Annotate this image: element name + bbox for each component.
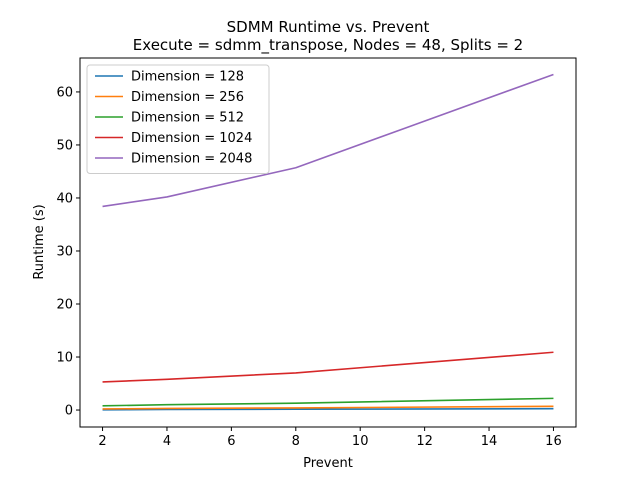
legend-label: Dimension = 1024 — [131, 131, 252, 146]
y-axis: 0 10 20 30 40 50 60 — [56, 85, 80, 419]
x-tick-label: 8 — [292, 434, 300, 449]
chart-subtitle: Execute = sdmm_transpose, Nodes = 48, Sp… — [133, 36, 523, 55]
series-layer — [102, 73, 554, 411]
y-tick-label: 10 — [56, 351, 73, 366]
series-line-3 — [102, 397, 554, 407]
plot-frame — [79, 57, 577, 428]
x-tick-label: 6 — [227, 434, 235, 449]
x-tick-label: 4 — [163, 434, 171, 449]
x-tick-label: 12 — [416, 434, 433, 449]
legend-box — [86, 64, 270, 174]
legend-label: Dimension = 512 — [131, 111, 244, 126]
y-tick-label: 40 — [56, 191, 73, 206]
series-line-4 — [102, 351, 554, 383]
y-tick-label: 60 — [56, 85, 73, 100]
series-line-5 — [102, 73, 554, 208]
y-axis-label: Runtime (s) — [32, 204, 47, 279]
x-tick-label: 14 — [481, 434, 498, 449]
y-tick-label: 20 — [56, 298, 73, 313]
x-tick-label: 16 — [545, 434, 562, 449]
series-line-2 — [102, 405, 554, 410]
legend-label: Dimension = 2048 — [131, 152, 252, 167]
legend: Dimension = 128 Dimension = 256 Dimension … — [86, 64, 270, 174]
chart-title: SDMM Runtime vs. Prevent — [227, 18, 430, 36]
legend-label: Dimension = 128 — [131, 70, 244, 85]
x-tick-label: 2 — [98, 434, 106, 449]
y-tick-label: 0 — [65, 404, 73, 419]
x-axis: 2 4 6 8 10 12 14 16 — [98, 427, 562, 449]
y-tick-label: 30 — [56, 244, 73, 259]
legend-label: Dimension = 256 — [131, 90, 244, 105]
x-tick-label: 10 — [352, 434, 369, 449]
y-tick-label: 50 — [56, 138, 73, 153]
x-axis-label: Prevent — [303, 456, 353, 471]
series-line-1 — [102, 407, 554, 411]
